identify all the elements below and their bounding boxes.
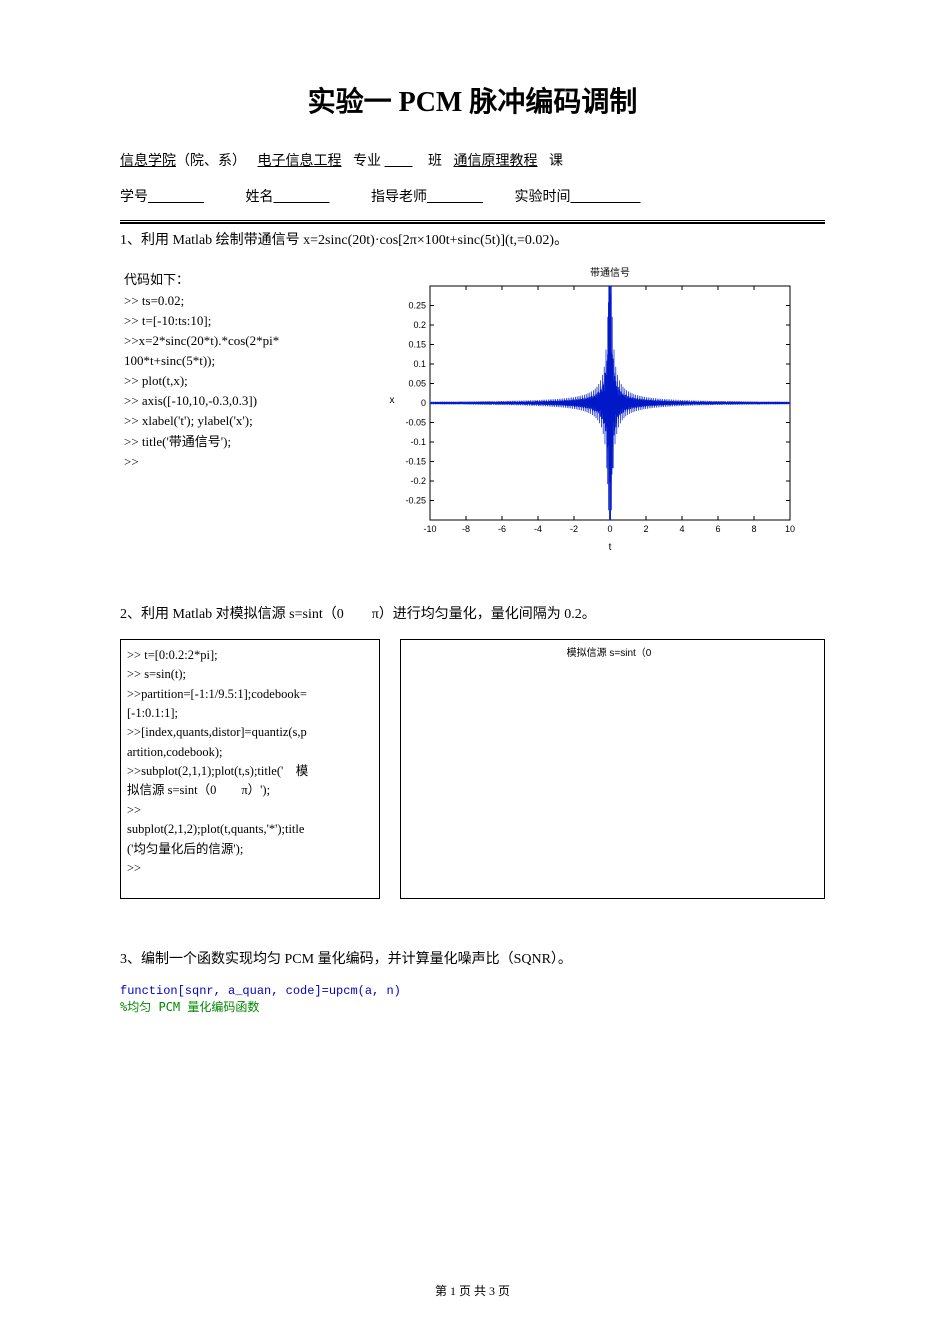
- code-line: >>subplot(2,1,1);plot(t,s);title(' 模: [127, 762, 373, 781]
- svg-text:-4: -4: [534, 524, 542, 534]
- major: 电子信息工程: [250, 148, 350, 176]
- svg-text:6: 6: [715, 524, 720, 534]
- svg-text:0.05: 0.05: [408, 379, 426, 389]
- svg-text:10: 10: [785, 524, 795, 534]
- q1-chart: 带通信号 -10 -8 -6 -4 -2 0 2 4 6 8 10 -0.25 -0.2 -0.15 -0.1…: [380, 264, 825, 554]
- code-line: >> t=[-10:ts:10];: [124, 311, 356, 331]
- svg-text:-0.25: -0.25: [405, 496, 426, 506]
- svg-text:0.25: 0.25: [408, 301, 426, 311]
- course-label: 课: [549, 154, 563, 169]
- school-paren: （院、系）: [176, 154, 246, 169]
- svg-text:-8: -8: [462, 524, 470, 534]
- code-line: >> s=sin(t);: [127, 665, 373, 684]
- quantize-chart: 模拟信源 s=sint（001234567-1-0.500.51均匀量化后的信源…: [405, 644, 775, 894]
- code-line: >>: [127, 859, 373, 878]
- q1-code: 代码如下： >> ts=0.02; >> t=[-10:ts:10]; >>x=…: [120, 264, 360, 554]
- code-line: artition,codebook);: [127, 743, 373, 762]
- code-line: >>: [124, 452, 356, 472]
- code-line: 100*t+sinc(5*t));: [124, 351, 356, 371]
- major-label: 专业: [353, 154, 381, 169]
- code-line: >> t=[0:0.2:2*pi];: [127, 646, 373, 665]
- code-line: 拟信源 s=sint（0 π）');: [127, 781, 373, 800]
- code-line: >> title('带通信号');: [124, 432, 356, 452]
- svg-text:带通信号: 带通信号: [590, 267, 630, 279]
- svg-text:-0.1: -0.1: [410, 437, 426, 447]
- q1-content: 代码如下： >> ts=0.02; >> t=[-10:ts:10]; >>x=…: [120, 264, 825, 554]
- svg-text:0.2: 0.2: [413, 320, 426, 330]
- q3-func: function[sqnr, a_quan, code]=upcm(a, n): [120, 984, 825, 998]
- question-3: 3、编制一个函数实现均匀 PCM 量化编码，并计算量化噪声比（SQNR）。: [120, 949, 825, 971]
- svg-text:-10: -10: [423, 524, 436, 534]
- code-line: [-1:0.1:1];: [127, 704, 373, 723]
- course: 通信原理教程: [446, 148, 546, 176]
- code-line: subplot(2,1,2);plot(t,quants,'*');title: [127, 820, 373, 839]
- school: 信息学院: [120, 148, 176, 176]
- code-line: >>partition=[-1:1/9.5:1];codebook=: [127, 685, 373, 704]
- svg-text:-2: -2: [570, 524, 578, 534]
- svg-text:2: 2: [643, 524, 648, 534]
- q2-chart: 模拟信源 s=sint（001234567-1-0.500.51均匀量化后的信源…: [400, 639, 825, 900]
- header-line-2: 学号 姓名 指导老师 实验时间: [120, 184, 825, 212]
- time-label: 实验时间: [515, 190, 571, 205]
- q2-code: >> t=[0:0.2:2*pi]; >> s=sin(t); >>partit…: [120, 639, 380, 900]
- svg-text:t: t: [609, 542, 612, 553]
- question-2: 2、利用 Matlab 对模拟信源 s=sint（0 π）进行均匀量化，量化间隔…: [120, 604, 825, 626]
- svg-text:-6: -6: [498, 524, 506, 534]
- code-line: >>x=2*sinc(20*t).*cos(2*pi*: [124, 331, 356, 351]
- teacher-label: 指导老师: [371, 190, 427, 205]
- svg-text:4: 4: [679, 524, 684, 534]
- svg-text:0.1: 0.1: [413, 359, 426, 369]
- svg-text:8: 8: [751, 524, 756, 534]
- code-line: >> ts=0.02;: [124, 291, 356, 311]
- svg-text:x: x: [390, 395, 395, 406]
- class-label: 班: [428, 154, 442, 169]
- svg-text:0.15: 0.15: [408, 340, 426, 350]
- svg-text:-0.2: -0.2: [410, 476, 426, 486]
- divider: [120, 220, 825, 224]
- svg-text:0: 0: [607, 524, 612, 534]
- page-footer: 第 1 页 共 3 页: [0, 1282, 945, 1299]
- code-line: >>: [127, 801, 373, 820]
- code-line: >> axis([-10,10,-0.3,0.3]): [124, 391, 356, 411]
- svg-text:-0.15: -0.15: [405, 457, 426, 467]
- code-line: >> plot(t,x);: [124, 371, 356, 391]
- name-label: 姓名: [246, 190, 274, 205]
- code-line: >>[index,quants,distor]=quantiz(s,p: [127, 723, 373, 742]
- q3-comment: %均匀 PCM 量化编码函数: [120, 998, 825, 1015]
- header-line-1: 信息学院（院、系） 电子信息工程 专业 班 通信原理教程 课: [120, 148, 825, 176]
- code-line: >> xlabel('t'); ylabel('x');: [124, 411, 356, 431]
- code-label: 代码如下：: [124, 270, 356, 290]
- svg-text:-0.05: -0.05: [405, 418, 426, 428]
- code-line: ('均匀量化后的信源');: [127, 840, 373, 859]
- question-1: 1、利用 Matlab 绘制带通信号 x=2sinc(20t)·cos[2π×1…: [120, 230, 825, 252]
- q2-content: >> t=[0:0.2:2*pi]; >> s=sin(t); >>partit…: [120, 639, 825, 900]
- svg-text:模拟信源 s=sint（001234567-1-0.500.: 模拟信源 s=sint（001234567-1-0.500.51均匀量化后的信源…: [567, 646, 652, 659]
- id-label: 学号: [120, 190, 148, 205]
- svg-text:0: 0: [421, 398, 426, 408]
- bandpass-chart: 带通信号 -10 -8 -6 -4 -2 0 2 4 6 8 10 -0.25 -0.2 -0.15 -0.1…: [380, 264, 800, 554]
- page-title: 实验一 PCM 脉冲编码调制: [120, 80, 825, 120]
